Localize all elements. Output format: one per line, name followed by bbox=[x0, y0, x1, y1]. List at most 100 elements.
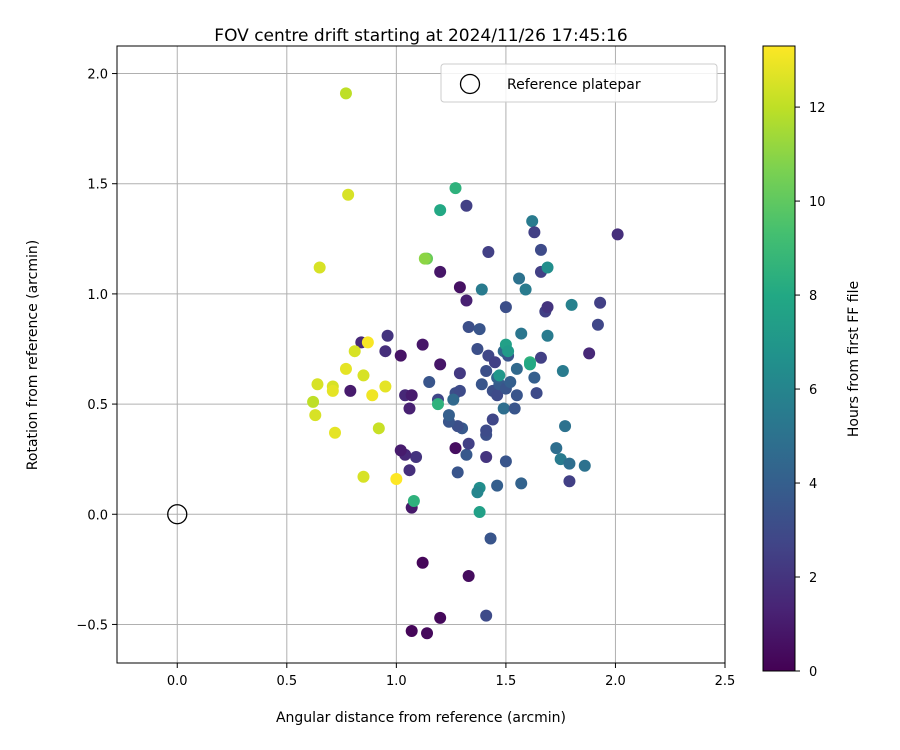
x-tick-label: 0.5 bbox=[276, 674, 297, 689]
colorbar-tick-label: 10 bbox=[809, 195, 826, 210]
x-tick-label: 0.0 bbox=[167, 674, 188, 689]
data-point bbox=[423, 376, 436, 389]
y-axis-label: Rotation from reference (arcmin) bbox=[25, 240, 41, 470]
data-point bbox=[563, 457, 576, 470]
data-point bbox=[403, 464, 416, 477]
chart-title: FOV centre drift starting at 2024/11/26 … bbox=[214, 26, 627, 46]
colorbar-frame bbox=[762, 45, 796, 672]
data-point bbox=[515, 327, 528, 340]
colorbar-tick-label: 6 bbox=[809, 383, 817, 398]
data-point bbox=[313, 261, 326, 274]
data-point bbox=[403, 402, 416, 415]
y-tick-label: 0.5 bbox=[87, 398, 108, 413]
data-point bbox=[434, 204, 447, 217]
data-point bbox=[480, 365, 493, 378]
data-point bbox=[486, 413, 499, 426]
data-point bbox=[447, 393, 460, 406]
data-point bbox=[344, 384, 357, 397]
data-point bbox=[339, 362, 352, 375]
colorbar-gradient bbox=[763, 46, 795, 671]
data-point bbox=[504, 376, 517, 389]
data-point bbox=[471, 486, 484, 499]
colorbar-tick-label: 8 bbox=[809, 289, 817, 304]
data-point bbox=[475, 378, 488, 391]
data-point bbox=[497, 402, 510, 415]
data-point bbox=[510, 389, 523, 402]
data-point bbox=[381, 329, 394, 342]
data-point bbox=[534, 351, 547, 364]
reference-platepar-marker bbox=[167, 504, 188, 525]
y-tick-label: −0.5 bbox=[76, 618, 108, 633]
data-point bbox=[390, 473, 403, 486]
data-point bbox=[449, 442, 462, 455]
data-point bbox=[578, 459, 591, 472]
data-point bbox=[462, 320, 475, 333]
data-point bbox=[502, 345, 515, 358]
legend-label-reference-platepar: Reference platepar bbox=[507, 77, 641, 93]
data-point bbox=[591, 318, 604, 331]
data-point bbox=[541, 301, 554, 314]
data-point bbox=[416, 338, 429, 351]
data-point bbox=[434, 265, 447, 278]
y-tick-label: 0.0 bbox=[87, 508, 108, 523]
data-point bbox=[394, 349, 407, 362]
data-point bbox=[499, 455, 512, 468]
data-point bbox=[451, 466, 464, 479]
data-point bbox=[541, 261, 554, 274]
data-point bbox=[493, 369, 506, 382]
data-point bbox=[449, 182, 462, 195]
data-point bbox=[484, 532, 497, 545]
data-point bbox=[462, 569, 475, 582]
data-point bbox=[434, 611, 447, 624]
data-point bbox=[515, 477, 528, 490]
data-point bbox=[453, 281, 466, 294]
data-point bbox=[565, 298, 578, 311]
x-tick-label: 1.5 bbox=[496, 674, 517, 689]
data-point bbox=[462, 437, 475, 450]
data-point bbox=[372, 422, 385, 435]
grid bbox=[117, 46, 726, 663]
x-tick-label: 2.0 bbox=[605, 674, 626, 689]
scatter-points bbox=[307, 87, 624, 640]
data-point bbox=[473, 323, 486, 336]
y-tick-label: 1.0 bbox=[87, 288, 108, 303]
data-point bbox=[460, 448, 473, 461]
data-point bbox=[309, 409, 322, 422]
colorbar-ticks: 0 2 4 6 8 10 12 bbox=[795, 101, 826, 680]
data-point bbox=[491, 479, 504, 492]
data-point bbox=[410, 450, 423, 463]
data-point bbox=[488, 356, 501, 369]
data-point bbox=[541, 329, 554, 342]
data-point bbox=[611, 228, 624, 241]
data-point bbox=[526, 215, 539, 228]
data-point bbox=[510, 362, 523, 375]
data-point bbox=[348, 345, 361, 358]
data-point bbox=[471, 342, 484, 355]
data-point bbox=[366, 389, 379, 402]
data-point bbox=[379, 380, 392, 393]
x-axis: 0.0 0.5 1.0 1.5 2.0 2.5 bbox=[167, 663, 735, 689]
data-point bbox=[594, 296, 607, 309]
data-point bbox=[418, 252, 431, 265]
data-point bbox=[442, 409, 455, 422]
data-point bbox=[528, 226, 541, 239]
data-point bbox=[550, 442, 563, 455]
data-point bbox=[394, 444, 407, 457]
data-point bbox=[480, 609, 493, 622]
data-point bbox=[407, 495, 420, 508]
data-point bbox=[530, 387, 543, 400]
y-tick-label: 1.5 bbox=[87, 178, 108, 193]
data-point bbox=[534, 243, 547, 256]
colorbar-tick-label: 2 bbox=[809, 571, 817, 586]
data-point bbox=[326, 384, 339, 397]
data-point bbox=[421, 627, 434, 640]
data-point bbox=[361, 336, 374, 349]
data-point bbox=[556, 365, 569, 378]
data-point bbox=[460, 199, 473, 212]
data-point bbox=[583, 347, 596, 360]
data-point bbox=[453, 367, 466, 380]
data-point bbox=[563, 475, 576, 488]
data-point bbox=[473, 506, 486, 519]
data-point bbox=[307, 395, 320, 408]
